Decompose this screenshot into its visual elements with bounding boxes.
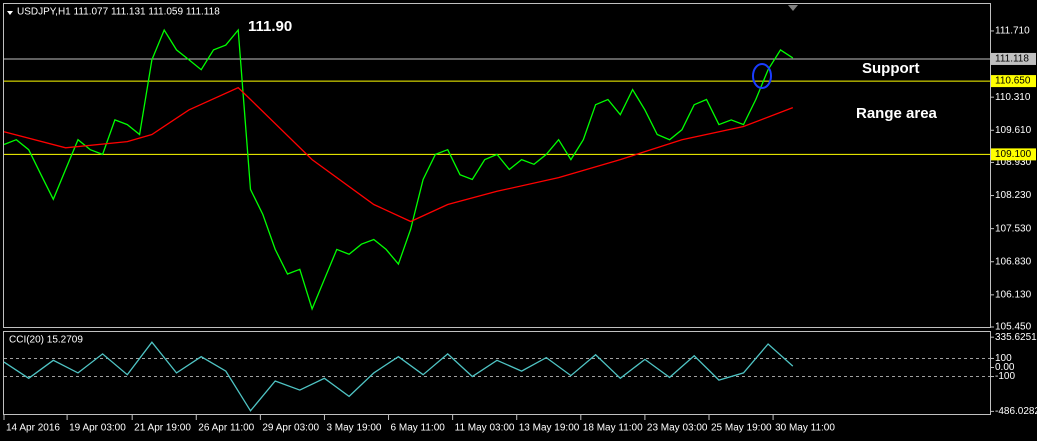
y-tick-label: 335.6251	[995, 332, 1037, 343]
y-tick-label: 111.710	[995, 26, 1030, 37]
y-tick-label: 106.130	[995, 289, 1032, 300]
series-line	[3, 28, 794, 311]
price-label-box	[991, 52, 1036, 65]
annotation: Range area	[856, 105, 938, 122]
x-tick-label: 29 Apr 03:00	[262, 423, 319, 434]
chart-title: USDJPY,H1 111.077 111.131 111.059 111.11…	[17, 7, 220, 18]
x-tick-label: 30 May 11:00	[775, 423, 835, 434]
menu-arrow[interactable]	[7, 11, 13, 15]
y-tick-label: 105.450	[995, 322, 1032, 333]
y-tick-label: 106.830	[995, 256, 1032, 267]
y-tick-label: -486.0282	[995, 406, 1037, 417]
x-tick-label: 3 May 19:00	[326, 423, 381, 434]
x-tick-label: 19 Apr 03:00	[69, 423, 126, 434]
x-tick-label: 6 May 11:00	[391, 423, 446, 434]
price-label: 110.650	[995, 76, 1031, 87]
y-tick-label: 100	[995, 353, 1012, 364]
y-tick-label: 0.00	[995, 362, 1015, 373]
price-label: 109.100	[995, 149, 1032, 160]
x-tick-label: 25 May 19:00	[711, 423, 772, 434]
y-tick-label: 107.530	[995, 223, 1032, 234]
x-tick-label: 21 Apr 19:00	[134, 423, 191, 434]
series-line	[3, 86, 794, 223]
x-tick-label: 14 Apr 2016	[6, 423, 60, 434]
price-label-box	[991, 148, 1036, 161]
x-tick-label: 18 May 11:00	[583, 423, 643, 434]
shift-marker	[788, 5, 798, 11]
x-tick-label: 11 May 03:00	[455, 423, 515, 434]
y-tick-label: 109.610	[995, 125, 1032, 136]
main-frame	[3, 3, 991, 328]
y-tick-label: -100	[995, 371, 1015, 382]
x-tick-label: 23 May 03:00	[647, 423, 708, 434]
price-label: 111.118	[995, 54, 1029, 65]
y-tick-label: 110.310	[995, 92, 1031, 103]
y-tick-label: 108.930	[995, 157, 1032, 168]
cci-frame	[3, 331, 991, 415]
annotation: Support	[862, 60, 920, 77]
annotation: 111.90	[248, 18, 292, 35]
highlight-circle	[752, 63, 772, 89]
x-tick-label: 13 May 19:00	[519, 423, 580, 434]
series-line	[3, 341, 794, 412]
x-tick-label: 26 Apr 11:00	[198, 423, 254, 434]
cci-title: CCI(20) 15.2709	[9, 335, 83, 346]
y-tick-label: 108.230	[995, 190, 1032, 201]
price-label-box	[991, 75, 1036, 88]
